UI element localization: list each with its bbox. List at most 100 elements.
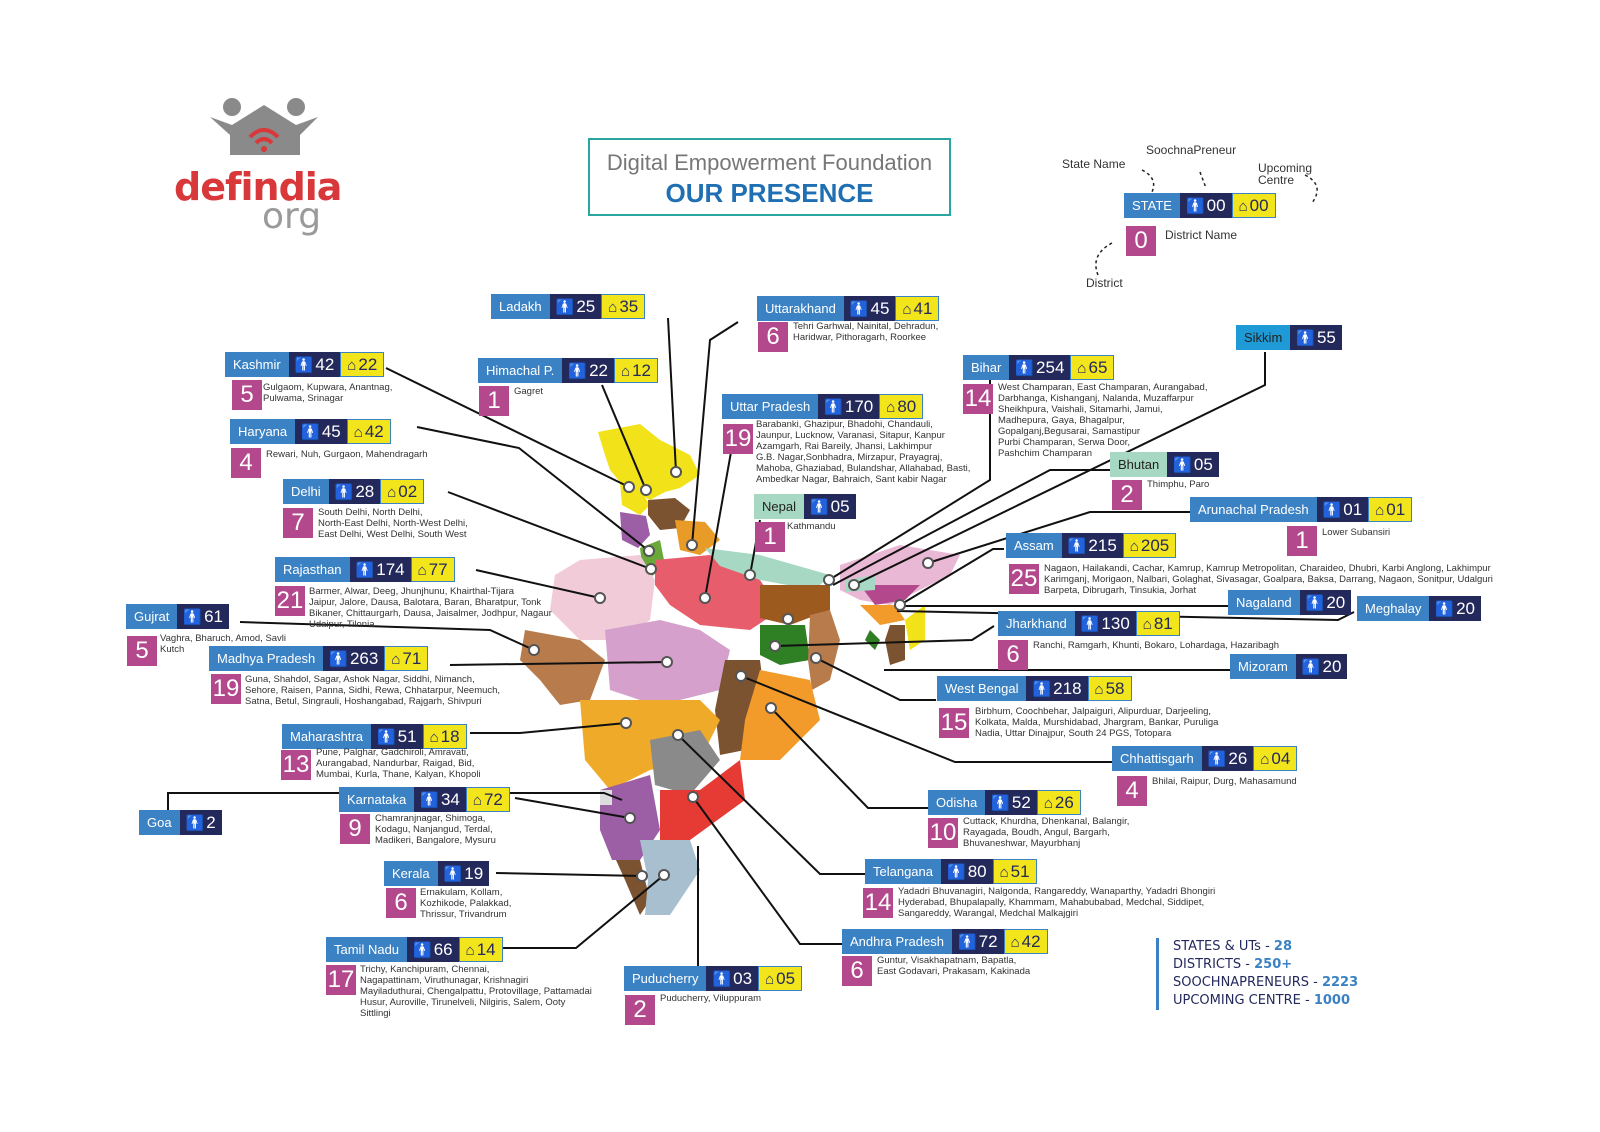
person-icon: 🚹: [1207, 751, 1227, 768]
legend-state-name-label: State Name: [1062, 157, 1126, 171]
soochnapreneur-count: 🚹 20: [1295, 654, 1348, 679]
person-icon: 🚹: [712, 971, 732, 988]
soochnapreneur-count: 🚹 61: [177, 604, 230, 629]
legend-district-name-label: District Name: [1165, 228, 1238, 242]
state-card-karnataka: Karnataka 🚹 34 ⌂ 72: [339, 787, 510, 812]
soochnapreneur-count: 🚹 218: [1026, 676, 1088, 701]
state-name: Haryana: [230, 419, 296, 444]
region-telangana: [650, 730, 720, 795]
state-name: Uttarakhand: [757, 296, 844, 321]
house-icon: ⌂: [391, 651, 401, 668]
person-icon: 🚹: [443, 866, 463, 883]
state-name: Odisha: [928, 790, 986, 815]
district-list-rajasthan: Barmer, Alwar, Deeg, Jhunjhunu, Khairtha…: [309, 586, 552, 630]
house-icon: ⌂: [387, 484, 397, 501]
leader-andhra: [692, 796, 844, 945]
house-icon: ⌂: [1375, 502, 1385, 519]
state-card-madhya-pradesh: Madhya Pradesh 🚹 263 ⌂ 71: [209, 646, 429, 671]
house-icon: ⌂: [1010, 934, 1020, 951]
person-icon: 🚹: [1296, 330, 1315, 347]
district-list-andhra-pradesh: Guntur, Visakhapatnam, Bapatla, East Goda…: [877, 955, 1031, 977]
leader-assam: [899, 548, 1004, 606]
stat-upcoming: UPCOMING CENTRE - 1000: [1173, 993, 1350, 1008]
person-icon: 🚹: [824, 399, 843, 416]
district-count-himachal-p: 1: [479, 386, 509, 416]
district-count-puducherry: 2: [625, 995, 655, 1025]
state-name: Telangana: [865, 859, 941, 884]
legend-state: STATE: [1124, 193, 1180, 218]
upcoming-centre-count: ⌂ 72: [465, 787, 510, 812]
leader-wb: [815, 657, 936, 701]
summary-stats: STATES & UTs - 28 DISTRICTS - 250+ SOOCH…: [1156, 938, 1358, 1010]
state-card-chhattisgarh: Chhattisgarh 🚹 26 ⌂ 04: [1112, 746, 1298, 771]
leader-arunachal: [927, 511, 1190, 564]
district-list-chhattisgarh: Bhilai, Raipur, Durg, Mahasamund: [1152, 776, 1297, 787]
state-card-kerala: Kerala 🚹 19: [384, 861, 490, 886]
house-icon: ⌂: [417, 562, 427, 579]
region-wb: [808, 610, 840, 690]
district-list-madhya-pradesh: Guna, Shahdol, Sagar, Ashok Nagar, Siddh…: [245, 674, 501, 707]
person-icon: 🚹: [1032, 681, 1052, 698]
state-card-ladakh: Ladakh 🚹 25 ⌂ 35: [491, 294, 646, 319]
person-icon: 🚹: [1301, 659, 1321, 676]
person-icon: 🚹: [334, 484, 354, 501]
legend-upcoming-label: Upcoming Centre: [1258, 161, 1313, 187]
district-list-himachal-p: Gagret: [514, 386, 544, 397]
region-tamilnadu: [640, 840, 700, 915]
soochnapreneur-count: 🚹 130: [1074, 611, 1136, 636]
upcoming-centre-count: ⌂ 35: [601, 294, 646, 319]
district-count-delhi: 7: [283, 508, 313, 538]
district-count-maharashtra: 13: [281, 750, 311, 780]
leader-mp: [449, 661, 668, 666]
district-list-puducherry: Puducherry, Viluppuram: [660, 993, 762, 1004]
person-icon: 🚹: [809, 499, 829, 516]
leader-chhattisgarh: [740, 675, 1112, 763]
person-icon: 🚹: [376, 729, 396, 746]
person-icon: 🚹: [301, 424, 320, 441]
upcoming-centre-count: ⌂ 12: [614, 358, 658, 383]
state-name: Rajasthan: [275, 557, 350, 582]
state-card-goa: Goa 🚹 2: [139, 810, 222, 835]
state-card-arunachal-pradesh: Arunachal Pradesh 🚹 01 ⌂ 01: [1190, 497, 1413, 522]
state-card-odisha: Odisha 🚹 52 ⌂ 26: [928, 790, 1081, 815]
soochnapreneur-count: 🚹 55: [1290, 325, 1342, 350]
person-icon: 🚹: [420, 792, 439, 809]
soochnapreneur-count: 🚹 80: [941, 859, 993, 884]
district-count-west-bengal: 15: [939, 708, 969, 738]
house-icon: ⌂: [1043, 795, 1053, 812]
district-list-uttar-pradesh: Barabanki, Ghazipur, Bhadohi, Chandauli,…: [756, 419, 971, 485]
region-gujarat: [520, 630, 605, 705]
district-count-karnataka: 9: [340, 814, 370, 844]
upcoming-centre-count: ⌂ 02: [380, 479, 425, 504]
state-card-meghalay: Meghalay 🚹 20: [1357, 596, 1481, 621]
person-icon: 🚹: [355, 562, 375, 579]
legend-district-count: 0: [1126, 226, 1156, 256]
region-manipur: [905, 605, 925, 650]
soochnapreneur-count: 🚹 52: [985, 790, 1037, 815]
state-card-himachal-p: Himachal P. 🚹 22 ⌂ 12: [478, 358, 658, 383]
state-name: Gujrat: [126, 604, 178, 629]
leader-himachal: [601, 384, 647, 491]
leader-kashmir: [385, 367, 630, 488]
stat-soochnapreneurs: SOOCHNAPRENEURS - 2223: [1173, 975, 1359, 990]
state-name: Karnataka: [339, 787, 415, 812]
state-card-mizoram: Mizoram 🚹 20: [1230, 654, 1348, 679]
upcoming-centre-count: ⌂ 81: [1135, 611, 1180, 636]
district-count-gujrat: 5: [127, 636, 157, 666]
soochnapreneur-count: 🚹 72: [951, 929, 1004, 954]
district-count-assam: 25: [1009, 564, 1039, 594]
district-list-jharkhand: Ranchi, Ramgarh, Khunti, Bokaro, Loharda…: [1033, 640, 1280, 651]
house-icon: ⌂: [1142, 616, 1152, 633]
soochnapreneur-count: 🚹 01: [1316, 497, 1369, 522]
soochnapreneur-count: 🚹 42: [288, 352, 341, 377]
state-name: Nagaland: [1228, 590, 1300, 615]
upcoming-centre-count: ⌂ 41: [895, 296, 940, 321]
district-count-arunachal-pradesh: 1: [1287, 526, 1317, 556]
person-icon: 🚹: [849, 301, 869, 318]
leader-karnataka: [514, 797, 631, 819]
state-name: Madhya Pradesh: [209, 646, 324, 671]
legend-district-label: District: [1086, 276, 1123, 290]
upcoming-centre-count: ⌂ 65: [1070, 355, 1115, 380]
region-maharashtra: [580, 700, 720, 790]
house-icon: ⌂: [765, 971, 775, 988]
